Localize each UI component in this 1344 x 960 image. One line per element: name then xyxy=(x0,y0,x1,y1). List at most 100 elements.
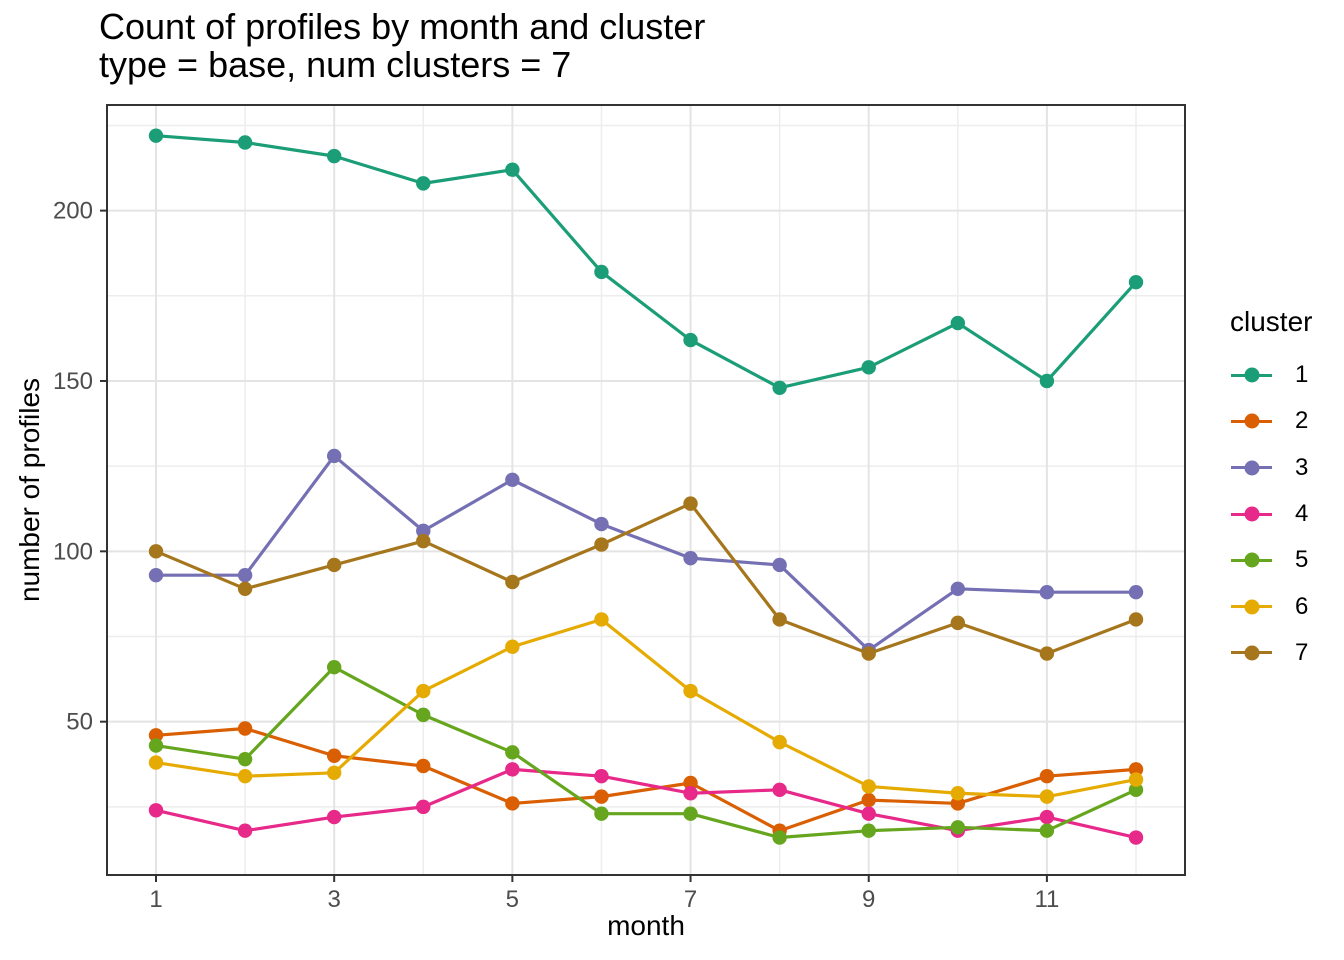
y-tick-label: 50 xyxy=(66,709,93,736)
legend-dot-icon xyxy=(1244,367,1259,383)
data-point-cluster-6 xyxy=(594,612,609,627)
data-point-cluster-6 xyxy=(683,683,698,699)
data-point-cluster-4 xyxy=(505,762,520,777)
legend-item-cluster-6: 6 xyxy=(1212,583,1344,629)
data-point-cluster-2 xyxy=(416,758,431,774)
data-point-cluster-3 xyxy=(772,557,787,573)
panel-border xyxy=(106,104,1186,876)
legend-item-cluster-3: 3 xyxy=(1212,445,1344,491)
data-point-cluster-2 xyxy=(237,721,253,736)
x-tick-label: 11 xyxy=(1034,886,1059,913)
data-point-cluster-1 xyxy=(1128,274,1144,290)
data-point-cluster-6 xyxy=(416,683,431,699)
data-point-cluster-3 xyxy=(416,523,431,539)
data-point-cluster-3 xyxy=(1128,585,1144,600)
data-point-cluster-2 xyxy=(1128,762,1144,777)
series-line-1 xyxy=(155,134,1138,390)
data-point-cluster-7 xyxy=(237,581,253,597)
data-point-cluster-1 xyxy=(594,264,609,280)
y-tick-label: 150 xyxy=(53,368,93,395)
y-axis-title: number of profiles xyxy=(14,377,45,603)
data-point-cluster-2 xyxy=(326,748,342,763)
data-point-cluster-6 xyxy=(237,768,253,784)
data-point-cluster-1 xyxy=(1039,373,1055,389)
data-point-cluster-7 xyxy=(416,533,431,549)
data-point-cluster-3 xyxy=(950,581,966,597)
data-point-cluster-3 xyxy=(326,448,342,464)
legend-key-icon xyxy=(1231,413,1272,429)
panel-background xyxy=(107,105,1185,875)
series-line-5 xyxy=(155,665,1137,840)
legend-title: cluster xyxy=(1230,306,1313,337)
data-point-cluster-5 xyxy=(1039,823,1055,838)
data-point-cluster-7 xyxy=(594,537,609,552)
data-point-cluster-1 xyxy=(772,380,787,395)
data-point-cluster-3 xyxy=(148,567,164,583)
legend-item-label: 2 xyxy=(1295,407,1309,435)
data-point-cluster-6 xyxy=(1128,772,1144,787)
data-point-cluster-7 xyxy=(772,612,787,627)
legend-key-icon xyxy=(1231,645,1272,661)
legend-key-icon xyxy=(1231,599,1272,615)
legend-item-label: 6 xyxy=(1295,592,1309,620)
data-point-cluster-5 xyxy=(683,806,698,821)
data-point-cluster-5 xyxy=(772,830,787,845)
data-point-cluster-5 xyxy=(148,738,164,753)
data-point-cluster-1 xyxy=(326,148,342,164)
series-line-7 xyxy=(155,502,1137,656)
data-point-cluster-2 xyxy=(861,792,876,808)
series-line-2 xyxy=(155,726,1137,833)
data-point-cluster-7 xyxy=(1039,646,1055,661)
legend-item-cluster-7: 7 xyxy=(1212,630,1344,676)
legend-item-cluster-4: 4 xyxy=(1212,491,1344,537)
data-point-cluster-2 xyxy=(950,796,966,811)
data-point-cluster-1 xyxy=(148,128,164,143)
data-point-cluster-1 xyxy=(861,360,876,375)
data-point-cluster-2 xyxy=(683,775,698,791)
data-point-cluster-2 xyxy=(505,796,520,811)
legend-item-label: 5 xyxy=(1295,546,1309,574)
data-point-cluster-4 xyxy=(594,768,609,784)
data-point-cluster-6 xyxy=(1039,789,1055,804)
data-point-cluster-4 xyxy=(1128,830,1144,845)
x-tick-label: 3 xyxy=(328,886,341,913)
data-point-cluster-3 xyxy=(594,516,609,532)
data-point-cluster-4 xyxy=(148,803,164,818)
series-line-3 xyxy=(156,454,1136,652)
x-tick-label: 9 xyxy=(862,886,875,913)
legend-item-label: 3 xyxy=(1295,453,1309,481)
data-point-cluster-6 xyxy=(148,755,164,770)
legend-dot-icon xyxy=(1244,506,1259,522)
data-point-cluster-3 xyxy=(237,567,253,583)
data-point-cluster-4 xyxy=(683,786,698,801)
title-block: Count of profiles by month and cluster t… xyxy=(99,8,705,84)
data-point-cluster-4 xyxy=(772,782,787,798)
data-point-cluster-5 xyxy=(950,820,966,835)
chart-subtitle: type = base, num clusters = 7 xyxy=(99,44,572,85)
data-point-cluster-2 xyxy=(594,789,609,804)
legend-item-label: 1 xyxy=(1295,361,1309,389)
x-tick-label: 7 xyxy=(684,886,697,913)
data-point-cluster-4 xyxy=(237,823,253,838)
x-tick-label: 5 xyxy=(506,886,519,913)
legend-item-cluster-5: 5 xyxy=(1212,537,1344,583)
legend-dot-icon xyxy=(1244,552,1259,568)
data-point-cluster-7 xyxy=(950,615,966,631)
legend-key-icon xyxy=(1231,367,1272,383)
data-point-cluster-5 xyxy=(237,751,253,767)
legend-item-cluster-2: 2 xyxy=(1212,398,1344,444)
legend-key-icon xyxy=(1231,460,1272,476)
data-point-cluster-4 xyxy=(1039,809,1055,825)
data-point-cluster-1 xyxy=(237,135,253,150)
data-point-cluster-6 xyxy=(772,734,787,750)
data-point-cluster-3 xyxy=(505,472,520,487)
data-point-cluster-6 xyxy=(861,779,876,794)
data-point-cluster-7 xyxy=(683,496,698,511)
data-point-cluster-5 xyxy=(1128,782,1144,798)
data-point-cluster-7 xyxy=(148,544,164,559)
legend-key-icon xyxy=(1231,506,1272,522)
data-point-cluster-5 xyxy=(861,823,876,838)
data-point-cluster-3 xyxy=(683,550,698,566)
